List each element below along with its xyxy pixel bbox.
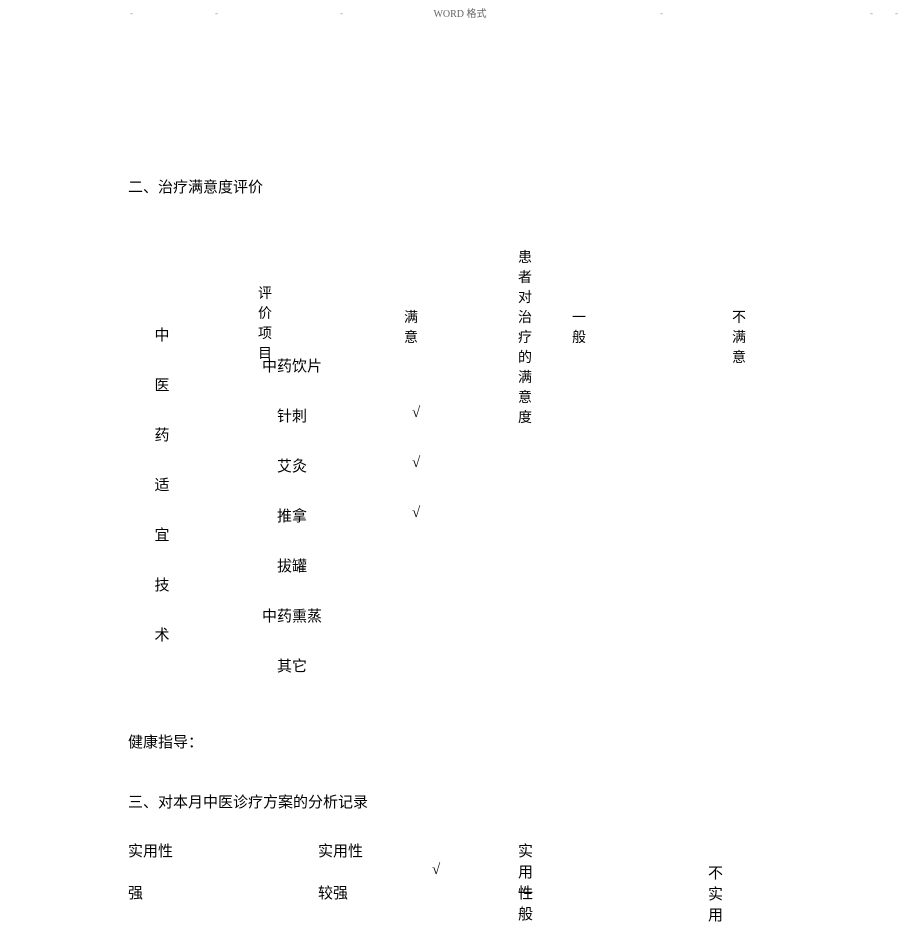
check-mark: √ [412,405,420,422]
practicality-value: 较强 [318,882,348,903]
practicality-label: 实用性 [128,840,173,861]
item-name: 针刺 [252,405,332,426]
practicality-value: 强 [128,882,143,903]
practicality-value: 不实用 [708,862,723,925]
check-mark: √ [412,505,420,522]
col-unsatisfied: 不满意 [732,307,746,367]
vlabel-char: 中 [152,311,172,361]
item-name: 拔罐 [252,555,332,576]
vlabel-char: 技 [152,561,172,611]
practicality-label: 实用性 [318,840,363,861]
item-name: 艾灸 [252,455,332,476]
section3-heading: 三、对本月中医诊疗方案的分析记录 [128,791,368,812]
section2-heading: 二、治疗满意度评价 [128,176,860,197]
page-header: WORD 格式 [0,5,920,20]
vlabel-char: 医 [152,361,172,411]
practicality-row: 实用性 强 实用性 较强 √ 实用性 一般 不实用 [128,840,368,910]
satisfaction-header: 患者对治疗的满意度 [518,247,532,427]
check-mark: √ [412,455,420,472]
item-name: 中药熏蒸 [252,605,332,626]
header-text: WORD 格式 [433,9,486,20]
vlabel-char: 适 [152,461,172,511]
vlabel-char: 宜 [152,511,172,561]
check-mark: √ [432,862,440,879]
eval-column-header: 评价项目 [258,283,272,363]
item-name: 中药饮片 [252,355,332,376]
section3: 三、对本月中医诊疗方案的分析记录 实用性 强 实用性 较强 √ 实用性 一般 不… [128,791,368,910]
content-area: 二、治疗满意度评价 中 医 药 适 宜 技 术 评价项目 患者对治疗的满意度 满… [128,176,860,247]
vlabel-char: 术 [152,611,172,661]
col-average: 一般 [572,307,586,347]
col-satisfied: 满意 [404,307,418,347]
vertical-category-label: 中 医 药 适 宜 技 术 [152,311,172,661]
item-name: 推拿 [252,505,332,526]
item-name: 其它 [252,655,332,676]
practicality-value: 一般 [518,882,533,924]
vlabel-char: 药 [152,411,172,461]
health-guide-label: 健康指导： [128,731,203,752]
